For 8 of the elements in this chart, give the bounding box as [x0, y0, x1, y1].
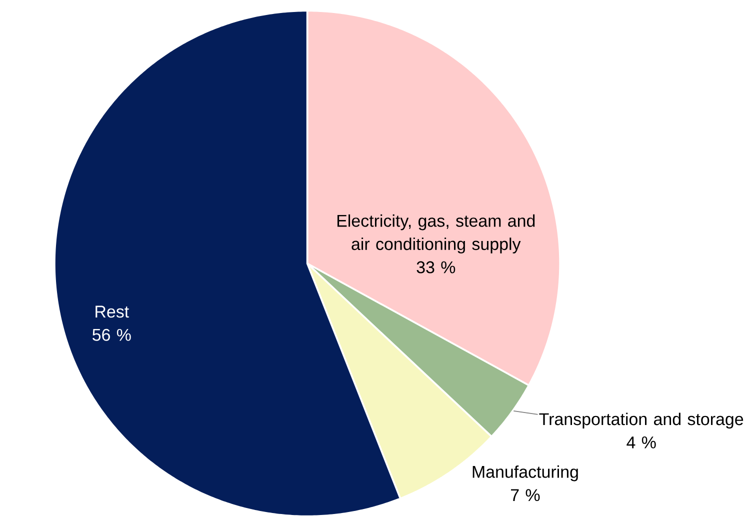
data-label: 56 % — [92, 328, 131, 341]
data-label: 4 % — [626, 436, 656, 448]
slice-label: Manufacturing — [472, 465, 578, 482]
slice-label: Transportation and storage — [539, 412, 744, 429]
data-label: 33 % — [416, 261, 456, 274]
data-label: 7 % — [511, 489, 540, 502]
slice-label: Electricity, gas, steam and air conditioning supply — [337, 214, 535, 254]
slice-label: Rest — [96, 306, 129, 318]
